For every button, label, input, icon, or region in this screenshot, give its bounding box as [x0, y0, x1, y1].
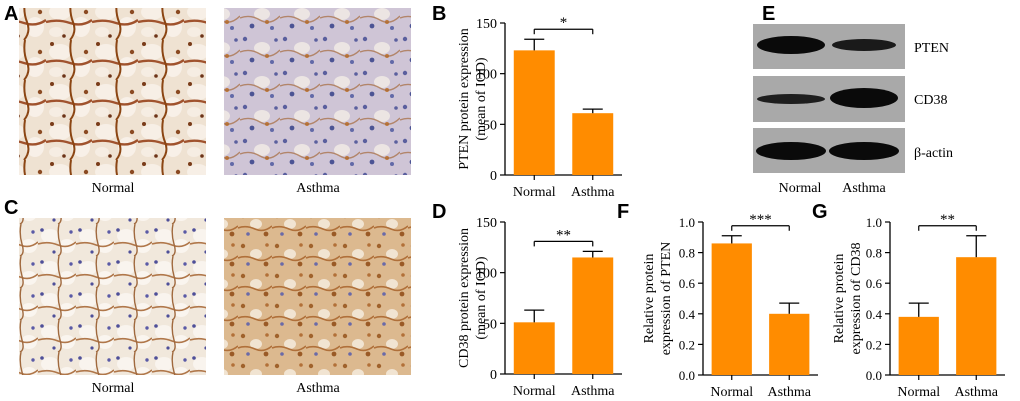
- panel-letter-c: C: [4, 197, 18, 219]
- x-tick-label: Normal: [710, 385, 753, 400]
- significance-marker: ***: [749, 212, 772, 228]
- y-tick-label: 50: [483, 118, 497, 133]
- blot-label-actin: β-actin: [914, 146, 953, 161]
- x-tick-label: Asthma: [767, 385, 811, 400]
- ihc-image-asthma-pten: [224, 8, 411, 175]
- x-tick-label: Normal: [897, 385, 940, 400]
- y-tick-label: 0.6: [866, 276, 883, 291]
- y-tick-label: 0.2: [679, 337, 695, 352]
- y-axis-label-line2: (mean of IOD): [474, 256, 489, 340]
- significance-marker: *: [560, 15, 568, 31]
- blot-label-cd38: CD38: [914, 93, 947, 108]
- y-tick-label: 0.6: [679, 276, 696, 291]
- western-blot: [753, 24, 905, 173]
- y-axis-label-line2: (mean of IOD): [474, 57, 489, 141]
- bar-chart-pten-iod: B 0 50 100 150 Normal Asthma * PTEN protein expr…: [432, 3, 622, 200]
- bar-asthma: [769, 313, 810, 375]
- ihc-image-normal-cd38: [19, 218, 206, 375]
- panel-letter-e: E: [762, 3, 775, 25]
- panel-letter-g: G: [812, 201, 828, 223]
- y-tick-label: 1.0: [679, 215, 695, 230]
- y-tick-label: 0.0: [866, 368, 882, 383]
- significance-marker: **: [940, 212, 955, 228]
- x-tick-label: Asthma: [571, 185, 615, 200]
- y-tick-label: 0.0: [679, 368, 695, 383]
- bar-chart-cd38-iod: D 0 50 100 150 Normal Asthma ** CD38 protein exp…: [432, 201, 622, 399]
- bar-normal: [513, 50, 555, 175]
- panel-letter-b: B: [432, 3, 446, 25]
- y-axis-label-line1: Relative protein: [832, 254, 847, 344]
- band-actin-asthma: [829, 142, 899, 160]
- y-tick-label: 150: [476, 216, 497, 231]
- y-tick-label: 0.2: [866, 337, 882, 352]
- bar-asthma: [572, 113, 614, 175]
- x-tick-label: Asthma: [571, 384, 615, 399]
- band-cd38-asthma: [830, 88, 898, 108]
- y-tick-label: 0.8: [679, 246, 695, 261]
- bar-normal: [513, 322, 555, 374]
- bar-chart-pten-relative: F 0.0 0.2 0.4 0.6 0.8 1.0 Normal Asthma *** Relati…: [617, 201, 818, 400]
- band-actin-normal: [756, 142, 826, 160]
- bar-normal: [898, 316, 939, 375]
- panel-letter-f: F: [617, 201, 629, 223]
- panel-letter-d: D: [432, 201, 446, 223]
- y-axis-label-line1: Relative protein: [642, 254, 657, 344]
- blot-lane-normal: Normal: [779, 181, 822, 196]
- y-tick-label: 50: [483, 317, 497, 332]
- ihc-image-asthma-cd38: [224, 218, 411, 375]
- bar-normal: [711, 243, 752, 375]
- x-tick-label: Asthma: [954, 385, 998, 400]
- panel-letter-a: A: [4, 3, 18, 25]
- band-cd38-normal: [757, 94, 825, 104]
- bar-asthma: [956, 257, 997, 375]
- x-tick-label: Normal: [513, 384, 556, 399]
- y-tick-label: 0.8: [866, 246, 882, 261]
- y-tick-label: 0: [490, 169, 497, 184]
- bar-chart-cd38-relative: G 0.0 0.2 0.4 0.6 0.8 1.0 Normal Asthma ** Relativ…: [812, 201, 1005, 400]
- y-axis-label-line1: CD38 protein expression: [457, 228, 472, 368]
- y-tick-label: 100: [476, 267, 497, 282]
- y-tick-label: 100: [476, 68, 497, 83]
- band-pten-asthma: [832, 39, 896, 51]
- y-tick-label: 0.4: [679, 307, 696, 322]
- ihc-image-normal-pten: [19, 8, 206, 175]
- y-axis-label-line2: expression of PTEN: [659, 242, 674, 356]
- y-tick-label: 1.0: [866, 215, 882, 230]
- blot-label-pten: PTEN: [914, 41, 949, 56]
- ihc-label-asthma-c: Asthma: [296, 381, 340, 396]
- y-tick-label: 0: [490, 368, 497, 383]
- x-tick-label: Normal: [513, 185, 556, 200]
- y-axis-label-line1: PTEN protein expression: [457, 28, 472, 170]
- band-pten-normal: [757, 36, 825, 54]
- blot-lane-asthma: Asthma: [842, 181, 886, 196]
- ihc-label-normal-a: Normal: [92, 181, 135, 196]
- y-axis-label-line2: expression of CD38: [849, 243, 864, 355]
- ihc-label-asthma-a: Asthma: [296, 181, 340, 196]
- significance-marker: **: [556, 227, 571, 243]
- ihc-label-normal-c: Normal: [92, 381, 135, 396]
- bar-asthma: [572, 257, 614, 374]
- y-tick-label: 150: [476, 17, 497, 32]
- y-tick-label: 0.4: [866, 307, 883, 322]
